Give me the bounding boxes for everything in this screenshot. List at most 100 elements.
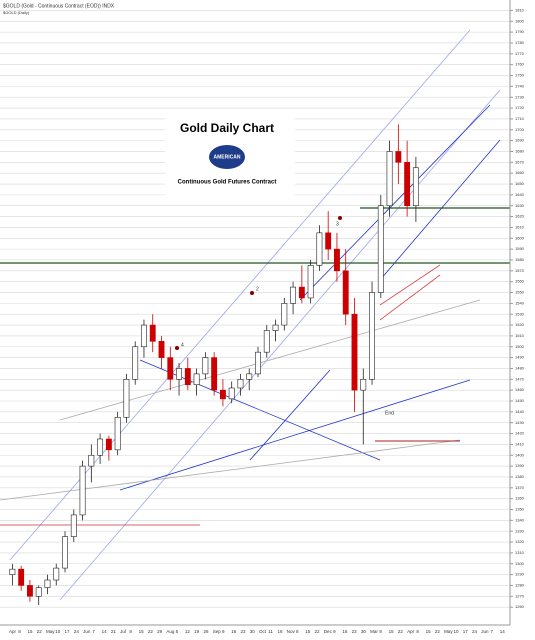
candle-body [351,313,358,391]
candle-body [395,151,402,163]
y-tick-label: 1560 [515,279,525,284]
y-tick-label: 1780 [515,40,525,45]
x-tick-label: 9 [333,629,336,634]
y-tick-label: 1470 [515,376,525,381]
y-tick-label: 1450 [515,398,525,403]
y-tick-label: 1800 [515,18,525,23]
x-tick-label: 29 [157,629,163,634]
x-tick-label: 5 [176,629,179,634]
x-tick-label: 22 [37,629,43,634]
x-tick-label: 30 [361,629,367,634]
candle-body [123,379,130,418]
candle-body [228,387,235,400]
y-tick-label: 1480 [515,366,525,371]
chart-subtitle: Continuous Gold Futures Contract [178,180,277,186]
candle-body [202,357,209,375]
logo [209,145,245,169]
x-tick-label: 8 [416,629,419,634]
candle-body [167,357,174,380]
y-tick-label: 1280 [515,583,525,588]
candle-body [53,567,60,581]
candle-body [18,568,25,586]
x-tick-label: 9 [222,629,225,634]
candle-body [9,568,16,575]
candle-body [176,368,182,380]
y-tick-label: 1590 [515,246,525,251]
x-tick-label: 15 [426,629,432,634]
trend-line [249,369,331,461]
annotation: End [385,410,394,416]
y-tick-label: 1490 [515,355,525,360]
candle-body [298,286,305,299]
candle-body [132,346,139,380]
x-tick-label: 10 [453,629,459,634]
y-tick-label: 1730 [515,94,525,99]
y-tick-label: 1550 [515,290,525,295]
x-tick-label: 7 [490,629,493,634]
y-tick-label: 1740 [515,83,525,88]
marker [250,291,254,295]
y-tick-label: 1680 [515,149,525,154]
candle-body [219,389,226,400]
chart-title: Gold Daily Chart [180,121,274,135]
candle-body [369,292,375,380]
x-tick-label: 10 [55,629,61,634]
candle-body [141,324,147,348]
x-tick-label: 24 [472,629,478,634]
y-tick-label: 1270 [515,593,525,598]
y-tick-label: 1690 [515,138,525,143]
candle-body [360,379,367,391]
candle-body [290,286,297,304]
y-tick-label: 1320 [515,539,525,544]
trend-line [299,104,491,301]
candle-body [44,579,51,588]
x-tick-label: 12 [185,629,191,634]
trend-line [379,139,501,281]
candle-body [79,465,86,516]
y-tick-label: 1630 [515,203,525,208]
candle-body [105,438,112,451]
x-tick-label: 15 [139,629,145,634]
x-tick-label: Apr [407,629,415,634]
y-tick-label: 1380 [515,474,525,479]
x-tick-label: 24 [74,629,80,634]
x-tick-label: Apr [9,629,17,634]
x-tick-label: 8 [18,629,21,634]
x-tick-label: 17 [463,629,469,634]
candle-body [26,585,33,597]
x-tick-label: Jul [120,629,126,634]
marker [338,216,342,220]
x-tick-label: 14 [500,629,506,634]
candle-body [334,248,340,272]
x-tick-label: 11 [268,629,273,634]
y-tick-label: 1760 [515,62,525,67]
y-tick-label: 1620 [515,214,525,219]
x-tick-label: Nov [287,629,296,634]
annotation: 4 [181,342,184,348]
candle-body [62,536,68,569]
candle-body [246,373,253,380]
candle-body [263,330,270,353]
x-tick-label: 19 [194,629,200,634]
y-tick-label: 1530 [515,311,525,316]
candle-body [35,587,42,597]
y-tick-label: 1540 [515,300,525,305]
y-tick-label: 1670 [515,159,525,164]
x-tick-label: 23 [352,629,358,634]
y-tick-label: 1330 [515,528,525,533]
y-tick-label: 1350 [515,507,525,512]
x-tick-label: Oct [259,629,267,634]
x-tick-label: 16 [342,629,348,634]
trend-line [0,439,461,501]
candle-body [342,270,349,315]
y-tick-label: 1340 [515,517,525,522]
x-tick-label: 23 [240,629,246,634]
candle-body [281,303,288,326]
x-tick-label: 22 [148,629,154,634]
x-tick-label: 8 [296,629,299,634]
candle-body [325,232,332,250]
trend-line [379,264,441,306]
trend-line [119,379,471,491]
candle-body [193,373,200,386]
